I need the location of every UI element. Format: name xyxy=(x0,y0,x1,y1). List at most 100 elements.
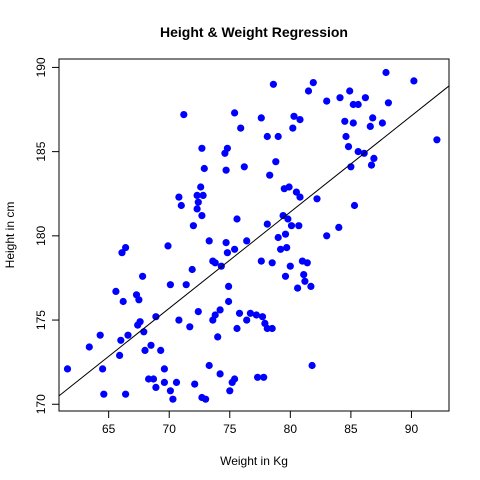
data-point xyxy=(189,222,197,230)
data-point xyxy=(260,373,268,381)
data-point xyxy=(175,316,183,324)
y-tick-label: 190 xyxy=(34,57,48,77)
data-point xyxy=(304,87,313,95)
data-point xyxy=(308,361,316,370)
data-point xyxy=(240,163,248,171)
data-point xyxy=(118,249,126,257)
data-point xyxy=(100,390,108,398)
data-point xyxy=(198,212,206,220)
data-point xyxy=(122,244,130,252)
data-point xyxy=(198,144,206,152)
data-point xyxy=(257,114,265,122)
data-point xyxy=(188,265,196,274)
x-axis-label: Weight in Kg xyxy=(220,454,288,468)
data-point xyxy=(205,361,213,370)
data-point xyxy=(336,94,344,102)
x-tick-label: 80 xyxy=(284,422,298,436)
data-point xyxy=(307,282,315,290)
x-axis: 65 70 75 80 85 90 xyxy=(102,411,418,436)
data-point xyxy=(231,375,239,383)
data-point xyxy=(284,215,292,223)
data-point xyxy=(235,309,244,317)
chart-title: Height & Weight Regression xyxy=(160,24,348,40)
data-point xyxy=(283,244,291,252)
regression-line xyxy=(58,85,450,397)
data-point xyxy=(243,316,251,324)
data-point xyxy=(85,343,93,351)
data-point xyxy=(216,306,224,314)
data-point xyxy=(177,201,185,210)
data-point xyxy=(301,277,309,285)
data-point xyxy=(246,309,254,317)
data-point xyxy=(277,245,285,253)
data-point xyxy=(169,395,177,403)
data-point xyxy=(117,336,125,344)
data-point xyxy=(433,136,441,144)
plot-frame xyxy=(58,58,450,412)
data-point xyxy=(166,387,174,395)
points-group xyxy=(63,68,441,403)
data-point xyxy=(344,143,353,151)
data-point xyxy=(300,271,308,279)
data-point xyxy=(152,383,160,391)
data-point xyxy=(367,161,376,169)
data-point xyxy=(335,223,343,231)
data-point xyxy=(366,122,374,130)
data-point xyxy=(354,148,362,156)
x-tick-label: 90 xyxy=(405,422,419,436)
data-point xyxy=(268,259,276,267)
y-tick-label: 180 xyxy=(34,226,48,246)
data-point xyxy=(225,297,233,306)
data-point xyxy=(258,313,267,321)
data-point xyxy=(296,193,304,201)
data-point xyxy=(202,395,210,403)
data-point xyxy=(254,373,262,381)
data-point xyxy=(295,222,303,230)
data-point xyxy=(361,94,369,102)
data-point xyxy=(200,164,208,173)
data-point xyxy=(141,346,149,354)
y-axis-label: Height in cm xyxy=(3,202,17,269)
data-point xyxy=(216,370,224,378)
data-point xyxy=(410,77,418,85)
data-point xyxy=(252,311,260,319)
data-point xyxy=(272,158,280,166)
x-tick-label: 85 xyxy=(344,422,358,436)
data-point xyxy=(180,111,188,119)
data-point xyxy=(116,351,124,359)
data-point xyxy=(175,193,183,201)
data-point xyxy=(233,215,241,223)
data-point xyxy=(211,311,219,319)
data-point xyxy=(292,188,300,196)
data-point xyxy=(99,365,107,373)
data-point xyxy=(223,249,231,257)
x-tick-label: 75 xyxy=(223,422,237,436)
data-point xyxy=(382,68,390,77)
data-point xyxy=(309,79,317,87)
data-point xyxy=(124,331,132,339)
data-point xyxy=(199,191,207,199)
data-point xyxy=(243,237,251,245)
data-point xyxy=(166,281,174,289)
x-tick-label: 65 xyxy=(102,422,116,436)
data-point xyxy=(112,287,120,295)
data-point xyxy=(186,323,194,331)
y-tick-label: 170 xyxy=(34,394,48,414)
data-point xyxy=(211,259,219,267)
data-point xyxy=(342,132,350,141)
y-tick-label: 175 xyxy=(34,310,48,330)
data-point xyxy=(323,97,331,105)
data-point xyxy=(287,222,296,230)
data-point xyxy=(147,341,155,349)
data-point xyxy=(384,99,392,107)
data-point xyxy=(369,114,377,122)
data-point xyxy=(341,117,349,125)
data-point xyxy=(263,220,271,228)
data-point xyxy=(157,346,165,354)
data-point xyxy=(263,132,271,141)
data-point xyxy=(191,380,199,388)
data-point xyxy=(205,237,213,245)
data-point xyxy=(349,119,357,127)
data-point xyxy=(285,183,293,191)
